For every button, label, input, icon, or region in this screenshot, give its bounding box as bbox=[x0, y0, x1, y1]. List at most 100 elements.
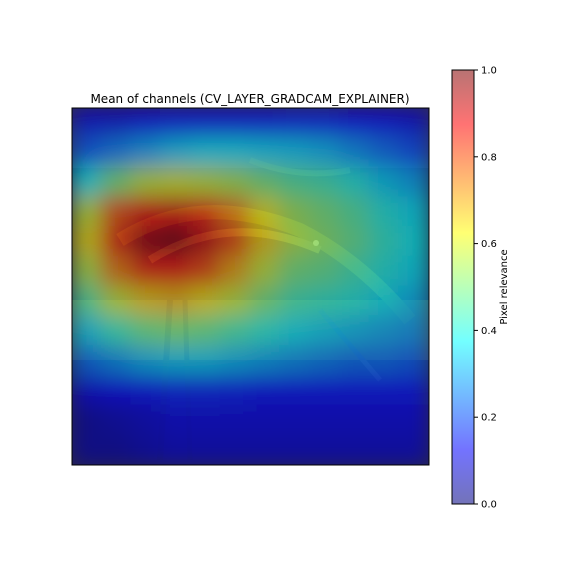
heatmap-cell bbox=[338, 196, 371, 228]
heatmap-cell bbox=[309, 434, 341, 465]
heatmap-cell bbox=[100, 434, 133, 465]
heatmap-cell bbox=[219, 226, 252, 258]
colorbar-tick-label: 1.0 bbox=[481, 66, 497, 77]
heatmap-cell bbox=[398, 285, 429, 318]
heatmap-cell bbox=[338, 345, 371, 377]
heatmap-cell bbox=[338, 404, 371, 437]
heatmap-cell bbox=[279, 196, 311, 228]
heatmap-cell bbox=[279, 345, 311, 377]
heatmap-cell bbox=[368, 374, 401, 407]
heatmap-frame bbox=[71, 107, 430, 466]
heatmap-cell bbox=[160, 404, 192, 437]
heatmap-cell bbox=[190, 404, 222, 437]
colorbar-tick-label: 0.4 bbox=[481, 326, 497, 337]
heatmap-cell bbox=[368, 315, 401, 347]
heatmap-cell bbox=[249, 315, 282, 347]
heatmap-overlay bbox=[72, 108, 429, 465]
heatmap-cell bbox=[338, 226, 371, 258]
heatmap-cell bbox=[398, 196, 429, 228]
heatmap-cell bbox=[219, 374, 252, 407]
heatmap-cell bbox=[72, 196, 103, 228]
heatmap-cell bbox=[398, 108, 429, 139]
heatmap-cell bbox=[72, 226, 103, 258]
heatmap-cell bbox=[190, 374, 222, 407]
heatmap-cell bbox=[219, 285, 252, 318]
heatmap-cell bbox=[100, 226, 133, 258]
heatmap-cell bbox=[100, 404, 133, 437]
heatmap-cell bbox=[160, 136, 192, 169]
heatmap-cell bbox=[72, 108, 103, 139]
heatmap-cell bbox=[72, 434, 103, 465]
heatmap-cell bbox=[100, 255, 133, 288]
heatmap-cell bbox=[368, 136, 401, 169]
heatmap-cell bbox=[100, 315, 133, 347]
heatmap-cell bbox=[398, 434, 429, 465]
heatmap-cell bbox=[309, 374, 341, 407]
heatmap-cell bbox=[368, 255, 401, 288]
heatmap-cell bbox=[219, 136, 252, 169]
heatmap-cell bbox=[309, 255, 341, 288]
heatmap-cell bbox=[398, 404, 429, 437]
heatmap-cell bbox=[368, 434, 401, 465]
heatmap-cell bbox=[190, 255, 222, 288]
heatmap-cell bbox=[130, 226, 163, 258]
heatmap-cell bbox=[130, 404, 163, 437]
colorbar-tick-label: 0.0 bbox=[481, 500, 497, 511]
heatmap-cell bbox=[368, 166, 401, 199]
heatmap-cell bbox=[130, 108, 163, 139]
colorbar: 0.0 0.2 0.4 0.6 0.8 1.0 Pixel relevance bbox=[451, 66, 510, 511]
heatmap-cell bbox=[249, 374, 282, 407]
heatmap-cell bbox=[368, 108, 401, 139]
heatmap-cell bbox=[398, 136, 429, 169]
heatmap-cell bbox=[219, 196, 252, 228]
heatmap-cell bbox=[72, 404, 103, 437]
heatmap-cell bbox=[100, 166, 133, 199]
heatmap-cell bbox=[249, 285, 282, 318]
heatmap-cell bbox=[309, 404, 341, 437]
heatmap-cell bbox=[368, 285, 401, 318]
heatmap-cell bbox=[309, 315, 341, 347]
heatmap-cell bbox=[279, 166, 311, 199]
heatmap-cell bbox=[190, 285, 222, 318]
heatmap-cell bbox=[309, 108, 341, 139]
heatmap-cell bbox=[249, 226, 282, 258]
heatmap-cell bbox=[279, 255, 311, 288]
heatmap-cell bbox=[219, 108, 252, 139]
colorbar-tick-label: 0.8 bbox=[481, 152, 497, 163]
heatmap-cell bbox=[160, 226, 192, 258]
heatmap-cell bbox=[130, 166, 163, 199]
heatmap-cell bbox=[72, 374, 103, 407]
heatmap-cell bbox=[160, 108, 192, 139]
heatmap-cell bbox=[338, 285, 371, 318]
heatmap-cell bbox=[398, 315, 429, 347]
heatmap-cell bbox=[219, 404, 252, 437]
heatmap-cell bbox=[279, 434, 311, 465]
heatmap-cell bbox=[279, 226, 311, 258]
heatmap-cell bbox=[309, 196, 341, 228]
colorbar-tick-label: 0.6 bbox=[481, 239, 497, 250]
heatmap-cell bbox=[368, 226, 401, 258]
heatmap-cell bbox=[130, 345, 163, 377]
heatmap-cell bbox=[72, 285, 103, 318]
colorbar-tick-label: 0.2 bbox=[481, 413, 497, 424]
heatmap-cell bbox=[72, 315, 103, 347]
heatmap-cell bbox=[219, 255, 252, 288]
heatmap-cell bbox=[130, 196, 163, 228]
heatmap-cell bbox=[279, 404, 311, 437]
heatmap-cell bbox=[249, 166, 282, 199]
heatmap-cell bbox=[249, 434, 282, 465]
heatmap-cell bbox=[249, 136, 282, 169]
heatmap-cell bbox=[309, 166, 341, 199]
heatmap-cell bbox=[130, 136, 163, 169]
heatmap-cell bbox=[249, 196, 282, 228]
heatmap-cell bbox=[249, 108, 282, 139]
heatmap-cell bbox=[309, 285, 341, 318]
heatmap-cell bbox=[130, 285, 163, 318]
colorbar-label: Pixel relevance bbox=[499, 249, 510, 324]
colorbar-frame bbox=[451, 69, 475, 505]
heatmap-cell bbox=[100, 108, 133, 139]
heatmap-cell bbox=[219, 345, 252, 377]
heatmap-cell bbox=[160, 315, 192, 347]
heatmap-cell bbox=[160, 255, 192, 288]
